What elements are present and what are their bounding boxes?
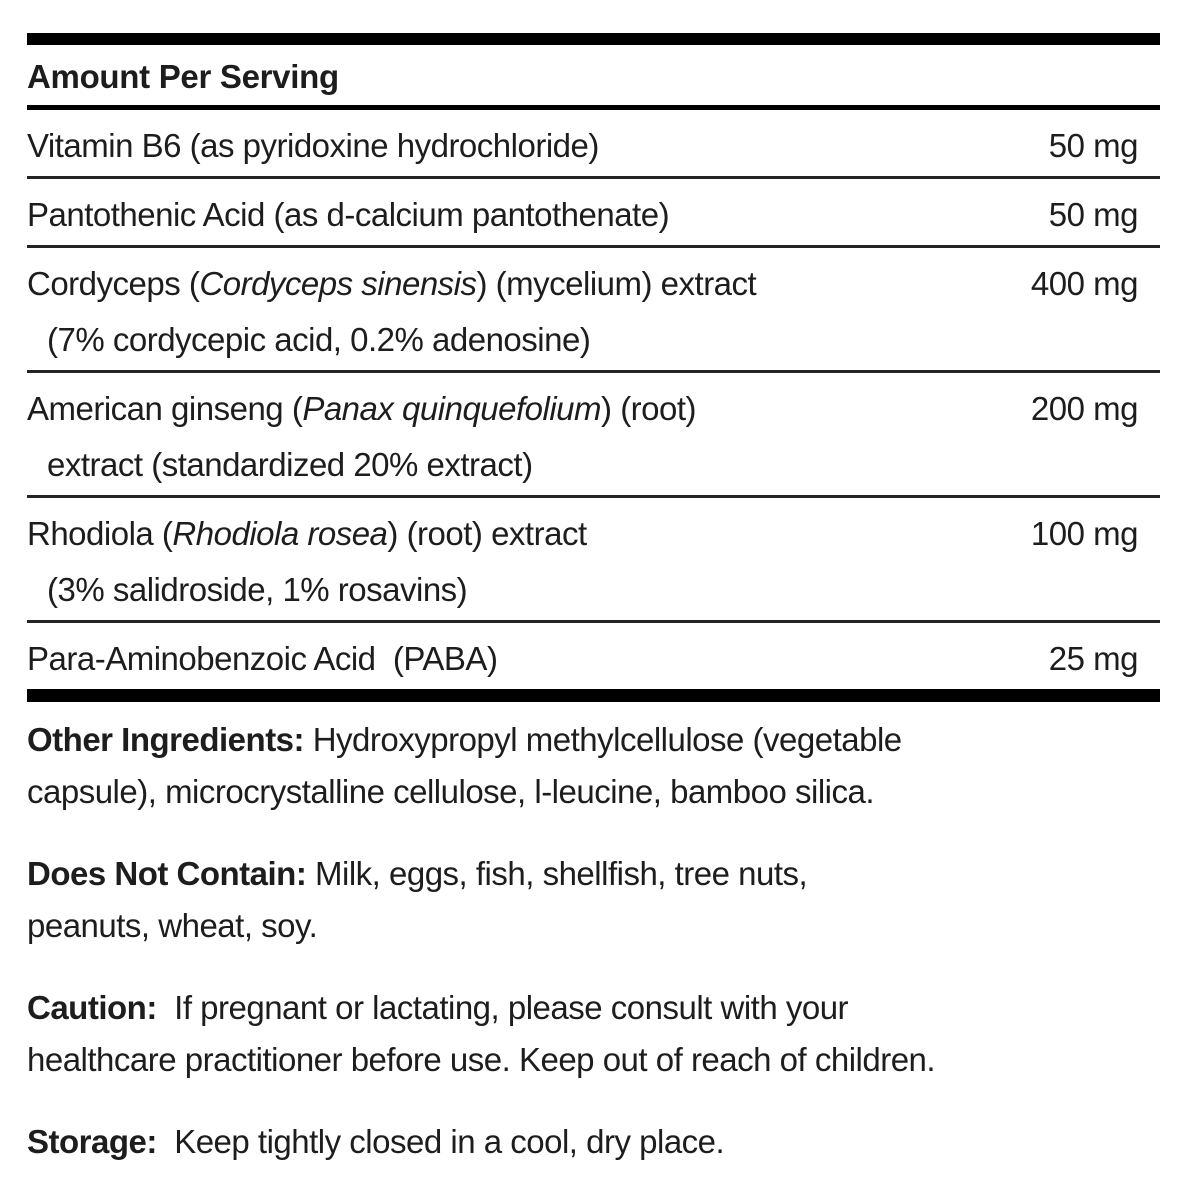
ingredient-name: Cordyceps (Cordyceps sinensis) (mycelium… <box>27 265 757 302</box>
row-separator <box>27 620 1160 623</box>
caution-paragraph: Caution: If pregnant or lactating, pleas… <box>27 982 1160 1086</box>
ingredient-row: Cordyceps (Cordyceps sinensis) (mycelium… <box>27 248 1160 370</box>
ingredient-row: Vitamin B6 (as pyridoxine hydrochloride)… <box>27 110 1160 176</box>
storage-label: Storage: <box>27 1123 157 1160</box>
supplement-facts-label: Amount Per Serving Vitamin B6 (as pyrido… <box>27 33 1160 1168</box>
row-separator <box>27 370 1160 373</box>
storage-text: Keep tightly closed in a cool, dry place… <box>156 1123 725 1160</box>
ingredient-row: Para-Aminobenzoic Acid (PABA) 25 mg <box>27 623 1160 689</box>
row-separator <box>27 245 1160 248</box>
caution-text: If pregnant or lactating, please consult… <box>27 989 936 1078</box>
amount-value: 200 mg <box>1030 390 1139 427</box>
amount-value: 400 mg <box>1030 265 1139 302</box>
ingredient-name: Para-Aminobenzoic Acid (PABA) <box>27 640 498 677</box>
ingredient-name: Pantothenic Acid (as d-calcium pantothen… <box>27 196 670 233</box>
row-separator <box>27 495 1160 498</box>
other-ingredients-paragraph: Other Ingredients: Hydroxypropyl methylc… <box>27 714 1160 818</box>
amount-value: 25 mg <box>1048 640 1139 677</box>
storage-paragraph: Storage: Keep tightly closed in a cool, … <box>27 1116 1160 1168</box>
ingredient-name: (3% salidroside, 1% rosavins) <box>47 571 468 608</box>
info-paragraphs: Other Ingredients: Hydroxypropyl methylc… <box>27 702 1160 1168</box>
does-not-contain-paragraph: Does Not Contain: Milk, eggs, fish, shel… <box>27 848 1160 952</box>
ingredient-name: Rhodiola (Rhodiola rosea) (root) extract <box>27 515 587 552</box>
ingredient-row: Pantothenic Acid (as d-calcium pantothen… <box>27 179 1160 245</box>
other-ingredients-text: Hydroxypropyl methylcellulose (vegetable… <box>27 721 902 810</box>
amount-per-serving-heading: Amount Per Serving <box>27 58 339 95</box>
does-not-contain-label: Does Not Contain: <box>27 855 307 892</box>
ingredient-name: American ginseng (Panax quinquefolium) (… <box>27 390 697 427</box>
does-not-contain-text: Milk, eggs, fish, shellfish, tree nuts, … <box>27 855 808 944</box>
ingredient-name: extract (standardized 20% extract) <box>47 446 533 483</box>
heading-rule <box>27 105 1160 110</box>
ingredient-row: Rhodiola (Rhodiola rosea) (root) extract… <box>27 498 1160 620</box>
other-ingredients-label: Other Ingredients: <box>27 721 305 758</box>
row-separator <box>27 176 1160 179</box>
caution-label: Caution: <box>27 989 157 1026</box>
amount-value: 100 mg <box>1030 515 1139 552</box>
ingredient-name: (7% cordycepic acid, 0.2% adenosine) <box>47 321 591 358</box>
ingredient-table-body: Vitamin B6 (as pyridoxine hydrochloride)… <box>27 110 1160 689</box>
ingredient-name: Vitamin B6 (as pyridoxine hydrochloride) <box>27 127 599 164</box>
bottom-divider-bar <box>27 689 1160 702</box>
top-divider-bar <box>27 33 1160 45</box>
amount-value: 50 mg <box>1048 127 1139 164</box>
amount-value: 50 mg <box>1048 196 1139 233</box>
ingredient-row: American ginseng (Panax quinquefolium) (… <box>27 373 1160 495</box>
